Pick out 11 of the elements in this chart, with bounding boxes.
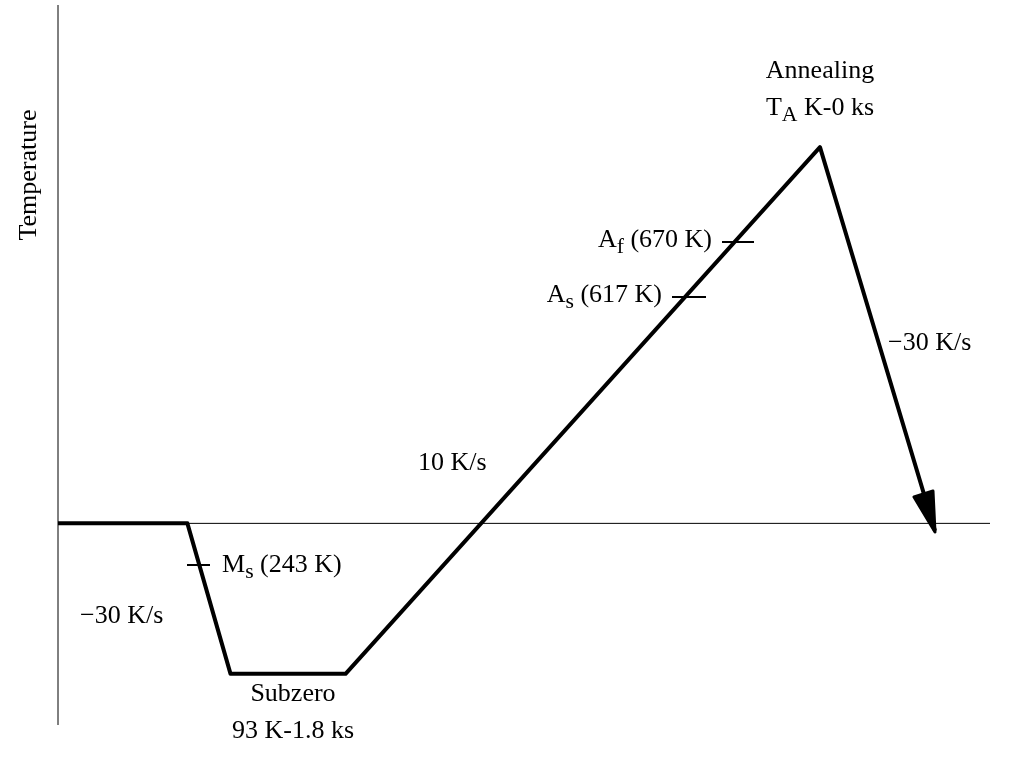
annotation: −30 K/s — [80, 600, 164, 629]
text: Subzero — [250, 678, 336, 707]
text: Annealing — [765, 55, 875, 84]
text: T$_{A}$ K-0 ks — [765, 92, 875, 127]
text: 93 K-1.8 ks — [231, 715, 355, 744]
y-axis-title: Temperature — [13, 109, 43, 241]
annotation: A$_{f}$ (670 K) — [597, 224, 712, 259]
annotation: 10 K/s — [418, 447, 487, 476]
annotation: A$_{s}$ (617 K) — [546, 279, 662, 314]
annotation: M$_{s}$ (243 K) — [222, 549, 342, 584]
annotation: −30 K/s — [888, 327, 972, 356]
